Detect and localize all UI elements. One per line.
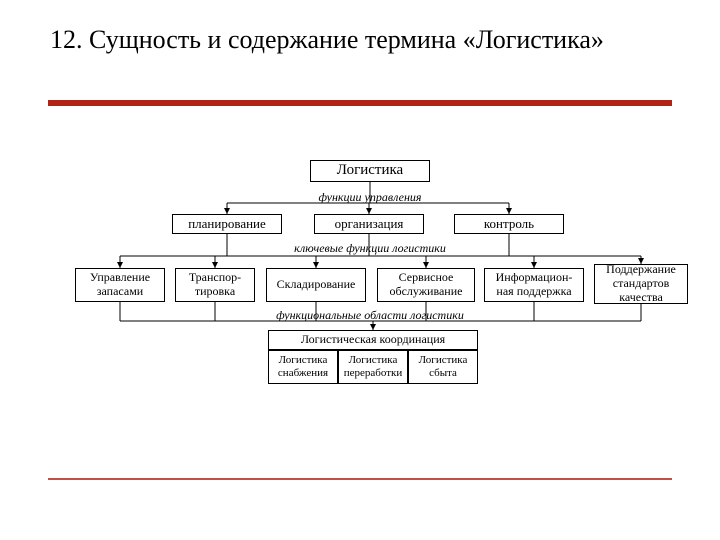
- node-quality: Поддержание стандартов качества: [594, 264, 688, 304]
- node-coord-sales: Логистика сбыта: [408, 350, 478, 384]
- label-functions-mgmt: функции управления: [300, 190, 440, 205]
- node-coord-supply: Логистика снабжения: [268, 350, 338, 384]
- node-coord-processing: Логистика переработки: [338, 350, 408, 384]
- label-functional-areas: функциональные области логистики: [265, 308, 475, 323]
- node-organization: организация: [314, 214, 424, 234]
- slide: 12. Сущность и содержание термина «Логис…: [0, 0, 720, 540]
- node-transport: Транспор- тировка: [175, 268, 255, 302]
- node-info-support: Информацион- ная поддержка: [484, 268, 584, 302]
- node-warehousing: Складирование: [266, 268, 366, 302]
- node-control: контроль: [454, 214, 564, 234]
- node-planning: планирование: [172, 214, 282, 234]
- node-root: Логистика: [310, 160, 430, 182]
- node-coord-header: Логистическая координация: [268, 330, 478, 350]
- footer-rule: [48, 478, 672, 480]
- diagram: Логистика функции управления планировани…: [0, 0, 720, 540]
- label-key-functions: ключевые функции логистики: [280, 241, 460, 256]
- node-inventory: Управление запасами: [75, 268, 165, 302]
- node-service: Сервисное обслуживание: [377, 268, 475, 302]
